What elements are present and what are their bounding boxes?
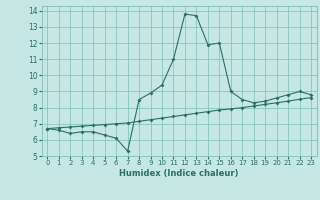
- X-axis label: Humidex (Indice chaleur): Humidex (Indice chaleur): [119, 169, 239, 178]
